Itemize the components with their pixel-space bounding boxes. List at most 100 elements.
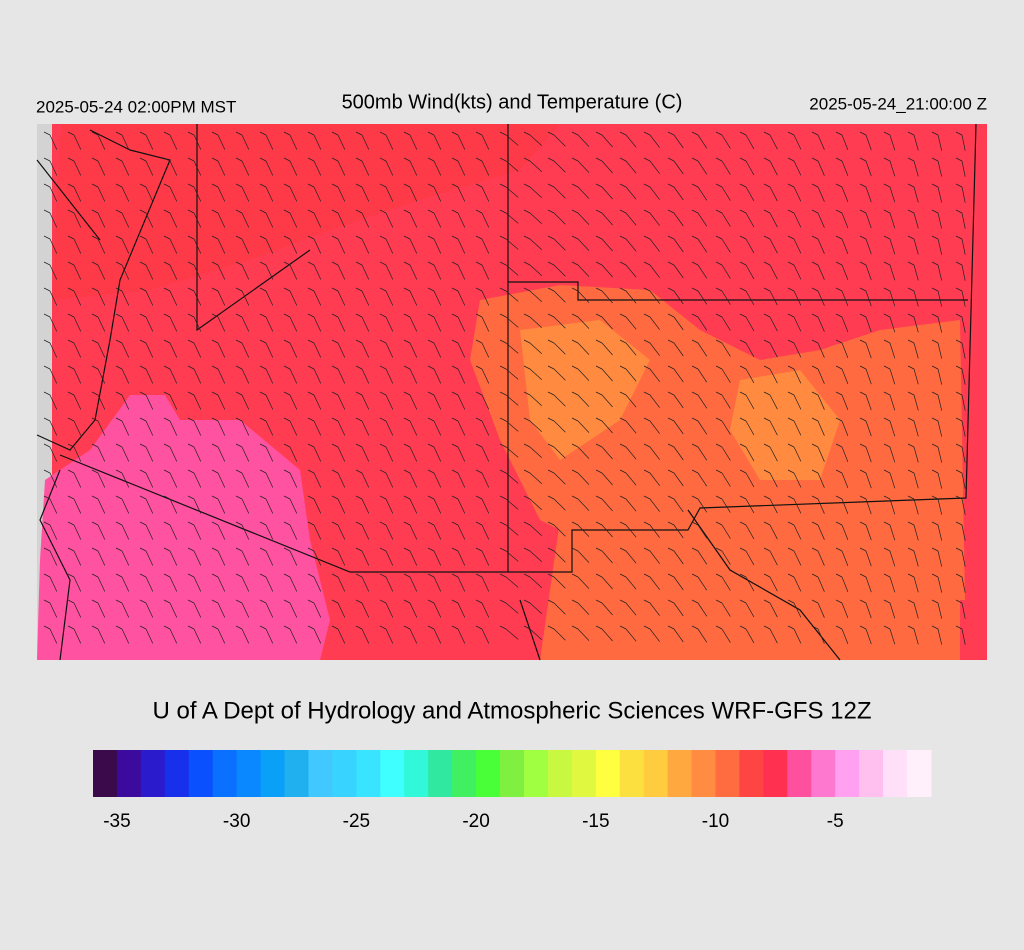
wind-barb [283, 157, 298, 176]
wind-barb [259, 417, 274, 436]
state-border [59, 454, 508, 573]
wind-barb [331, 391, 346, 410]
wind-barb [499, 391, 519, 406]
wind-barb [763, 131, 778, 150]
wind-barb [907, 469, 919, 489]
wind-barb [523, 235, 543, 251]
wind-barb [643, 339, 660, 356]
wind-barb [43, 131, 58, 150]
wind-barb [475, 625, 490, 644]
wind-barb [283, 313, 298, 332]
wind-barb [739, 443, 755, 462]
wind-barb [883, 183, 896, 203]
wind-barb [115, 131, 130, 150]
wind-barb [907, 495, 919, 515]
wind-barb [235, 313, 250, 332]
wind-barb [43, 183, 58, 202]
wind-barb [355, 365, 370, 384]
wind-barb [163, 183, 178, 202]
wind-barb [283, 209, 298, 228]
wind-barb [331, 261, 346, 280]
wind-barb [499, 443, 519, 458]
wind-barb [811, 391, 825, 410]
wind-barb [883, 261, 896, 281]
wind-barb [235, 287, 250, 306]
wind-barb [667, 521, 684, 539]
wind-barb [739, 573, 755, 592]
wind-barb [811, 313, 825, 332]
wind-barb [355, 235, 370, 254]
wind-barb [595, 573, 613, 590]
wind-barb [451, 391, 466, 410]
wind-barb [595, 547, 613, 564]
wind-barb [163, 365, 178, 384]
wind-barb [931, 469, 943, 489]
wind-barb [667, 573, 684, 591]
wind-barb [547, 573, 566, 589]
wind-barb [787, 443, 802, 462]
wind-barb [955, 469, 966, 489]
wind-barb [667, 599, 684, 617]
wind-barb [859, 261, 872, 281]
wind-barb [643, 235, 660, 252]
wind-barb [523, 183, 543, 199]
wind-barb [667, 365, 684, 383]
wind-barb [859, 443, 872, 463]
coast [36, 129, 171, 451]
wind-barb [115, 443, 130, 462]
colorbar-swatch [236, 750, 262, 797]
wind-barb [451, 495, 466, 514]
wind-barb [643, 183, 660, 200]
wind-barb [739, 365, 755, 384]
wind-barb [451, 313, 466, 332]
wind-barb [43, 443, 58, 462]
wind-barb [163, 391, 178, 410]
wind-barb [331, 313, 346, 332]
wind-barb [115, 365, 130, 384]
wind-barb [427, 547, 442, 566]
wind-barb [787, 235, 802, 254]
wind-barb [379, 183, 394, 202]
wind-barb [739, 157, 755, 176]
wind-barb [859, 235, 872, 255]
wind-barb [67, 313, 82, 332]
wind-barb [883, 573, 896, 593]
wind-barb [211, 417, 226, 436]
colorbar-swatch [260, 750, 286, 797]
wind-barb [187, 495, 202, 514]
wind-barb [259, 391, 274, 410]
wind-barb [955, 235, 966, 255]
wind-barb [187, 417, 202, 436]
wind-barb [235, 157, 250, 176]
wind-barb [883, 625, 896, 645]
wind-barb [715, 157, 731, 175]
wind-barb [931, 261, 943, 281]
wind-barb [379, 599, 394, 618]
colorbar-swatch [476, 750, 501, 797]
wind-barb [331, 625, 346, 644]
wind-barb [883, 599, 896, 619]
wind-barb [619, 235, 637, 252]
wind-barb [571, 287, 590, 303]
wind-barb [763, 339, 778, 358]
wind-barb [475, 131, 490, 150]
wind-barb [691, 443, 708, 461]
wind-barb [859, 521, 872, 541]
wind-barb [571, 469, 590, 485]
wind-barb [547, 209, 566, 225]
wind-barb [379, 521, 394, 540]
wind-barb [235, 339, 250, 358]
wind-barb [499, 183, 519, 198]
wind-barb [499, 625, 519, 640]
wind-barb [475, 599, 490, 618]
wind-barb [211, 157, 226, 176]
wind-barb [835, 625, 849, 645]
wind-barb [763, 235, 778, 254]
wind-barb [691, 417, 708, 435]
wind-barb [763, 287, 778, 306]
wind-barb [379, 495, 394, 514]
wind-barb [955, 521, 966, 541]
wind-barb [379, 443, 394, 462]
wind-barb [355, 625, 370, 644]
wind-barb [91, 183, 106, 202]
